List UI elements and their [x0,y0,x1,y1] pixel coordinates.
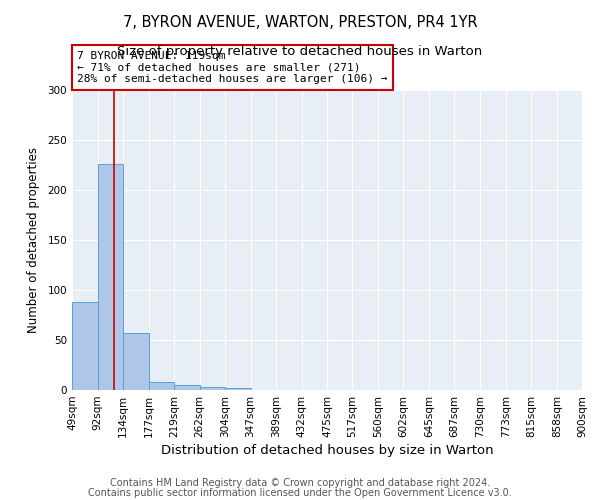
Bar [174,385,200,390]
Text: 7, BYRON AVENUE, WARTON, PRESTON, PR4 1YR: 7, BYRON AVENUE, WARTON, PRESTON, PR4 1Y… [122,15,478,30]
Text: Contains HM Land Registry data © Crown copyright and database right 2024.: Contains HM Land Registry data © Crown c… [110,478,490,488]
Bar [123,333,149,390]
Y-axis label: Number of detached properties: Number of detached properties [28,147,40,333]
X-axis label: Distribution of detached houses by size in Warton: Distribution of detached houses by size … [161,444,493,457]
Text: 7 BYRON AVENUE: 119sqm
← 71% of detached houses are smaller (271)
28% of semi-de: 7 BYRON AVENUE: 119sqm ← 71% of detached… [77,51,388,84]
Text: Contains public sector information licensed under the Open Government Licence v3: Contains public sector information licen… [88,488,512,498]
Text: Size of property relative to detached houses in Warton: Size of property relative to detached ho… [118,45,482,58]
Bar [149,382,174,390]
Bar [98,164,123,390]
Bar [225,388,251,390]
Bar [200,387,225,390]
Bar [72,302,98,390]
